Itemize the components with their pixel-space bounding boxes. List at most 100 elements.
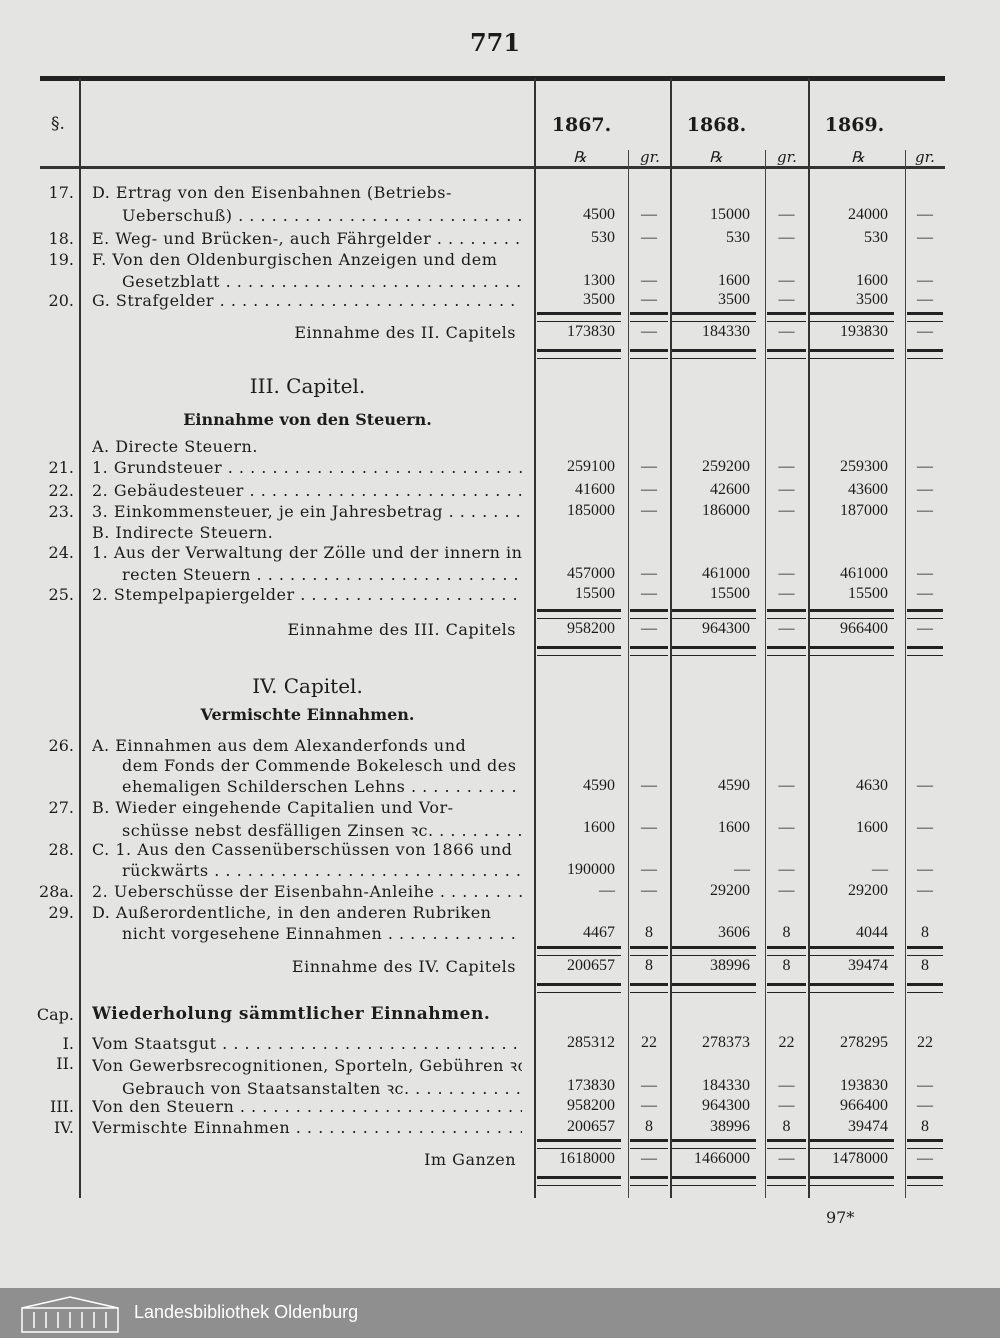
sum-rule (810, 312, 894, 322)
chapter-4-heading: IV. Capitel. (252, 674, 363, 698)
thaler-value: 4500 (583, 206, 615, 223)
row-text: Einnahme des III. Capitels (287, 620, 516, 639)
sum-rule (630, 983, 668, 993)
groschen-value: 8 (782, 924, 791, 941)
groschen-value: — (641, 323, 657, 340)
groschen-value: — (641, 565, 657, 582)
groschen-value: — (917, 291, 933, 308)
thaler-value: 958200 (567, 1097, 615, 1114)
groschen-value: — (778, 458, 795, 475)
row-number: 25. (48, 585, 74, 604)
column-rule (628, 150, 629, 1198)
row-text: schüsse nebst desfälligen Zinsen ꝛc. (122, 819, 522, 841)
thaler-value: 1300 (583, 272, 615, 289)
thaler-value: 3500 (856, 291, 888, 308)
groschen-value: — (641, 819, 657, 836)
groschen-value: 8 (782, 957, 791, 974)
row-number: 24. (48, 543, 74, 562)
thaler-value: 39474 (848, 1118, 888, 1135)
summary-cap-label: Cap. (36, 1005, 74, 1024)
section-a-heading: A. Directe Steuern. (92, 437, 258, 456)
top-rule (40, 76, 945, 81)
column-rule (670, 78, 672, 1198)
thaler-value: 259200 (702, 458, 750, 475)
thaler-value: 29200 (710, 882, 750, 899)
row-text: Von den Steuern (92, 1097, 522, 1116)
row-text: 2. Gebäudesteuer (92, 481, 522, 500)
footer-bar (0, 1288, 1000, 1338)
thaler-value: 173830 (567, 1077, 615, 1094)
sum-rule (810, 609, 894, 619)
sum-rule (907, 609, 943, 619)
row-text: Gebrauch von Staatsanstalten ꝛc. (122, 1077, 522, 1099)
groschen-value: 8 (645, 1118, 653, 1135)
thaler-value: 193830 (840, 1077, 888, 1094)
groschen-value: — (778, 585, 795, 602)
groschen-value: — (641, 458, 657, 475)
sum-rule (810, 983, 894, 993)
thaler-value: 4590 (583, 777, 615, 794)
groschen-value: — (778, 861, 795, 878)
groschen-value: — (778, 1150, 795, 1167)
sum-rule (537, 1139, 621, 1149)
groschen-value: — (641, 1097, 657, 1114)
row-number: 19. (48, 250, 74, 269)
sum-rule (767, 1176, 806, 1186)
page-number: 771 (469, 28, 521, 57)
groschen-value: — (778, 1077, 795, 1094)
row-text: rückwärts (122, 861, 522, 880)
unit-thaler: ℞ (573, 148, 587, 166)
thaler-value: — (734, 861, 750, 878)
thaler-value: 461000 (702, 565, 750, 582)
sum-rule (537, 349, 621, 359)
row-text: Gesetzblatt (122, 272, 522, 291)
thaler-value: 38996 (710, 1118, 750, 1135)
thaler-value: 285312 (567, 1034, 615, 1051)
thaler-value: 24000 (848, 206, 888, 223)
sum-rule (537, 609, 621, 619)
column-rule (808, 78, 810, 1198)
groschen-value: — (917, 819, 933, 836)
row-number: 18. (48, 229, 74, 248)
sum-rule (907, 312, 943, 322)
row-number: 26. (48, 736, 74, 755)
row-text: Vom Staatsgut (92, 1034, 522, 1053)
groschen-value: — (778, 1097, 795, 1114)
row-text: E. Weg- und Brücken-, auch Fährgelder (92, 229, 522, 248)
groschen-value: — (917, 777, 933, 794)
year-1868: 1868. (686, 114, 747, 136)
groschen-value: — (641, 882, 657, 899)
groschen-value: — (641, 620, 657, 637)
row-text: A. Einnahmen aus dem Alexanderfonds und (92, 736, 467, 755)
groschen-value: — (917, 229, 933, 246)
thaler-value: 15000 (710, 206, 750, 223)
row-text: 3. Einkommensteuer, je ein Jahresbetrag (92, 502, 522, 521)
thaler-value: 461000 (840, 565, 888, 582)
groschen-value: — (778, 323, 795, 340)
thaler-value: 278295 (840, 1034, 888, 1051)
thaler-value: 4467 (583, 924, 615, 941)
section-b-heading: B. Indirecte Steuern. (92, 523, 274, 542)
sum-rule (767, 1139, 806, 1149)
row-text: 2. Stempelpapiergelder (92, 585, 522, 604)
groschen-value: 22 (641, 1034, 657, 1051)
row-text: Ueberschuß) (122, 206, 522, 225)
sum-rule (907, 646, 943, 656)
thaler-value: — (872, 861, 888, 878)
thaler-value: 1600 (856, 272, 888, 289)
unit-groschen: gr. (777, 148, 797, 166)
groschen-value: 8 (921, 924, 929, 941)
sum-rule (672, 1176, 756, 1186)
row-text: D. Außerordentliche, in den anderen Rubr… (92, 903, 492, 922)
sum-rule (537, 646, 621, 656)
row-number: 20. (48, 291, 74, 310)
row-number: 17. (48, 183, 74, 202)
groschen-value: — (778, 502, 795, 519)
thaler-value: 259300 (840, 458, 888, 475)
header-rule (40, 166, 945, 169)
groschen-value: — (778, 819, 795, 836)
thaler-value: 43600 (848, 481, 888, 498)
thaler-value: 457000 (567, 565, 615, 582)
groschen-value: — (641, 1150, 657, 1167)
sum-rule (810, 349, 894, 359)
